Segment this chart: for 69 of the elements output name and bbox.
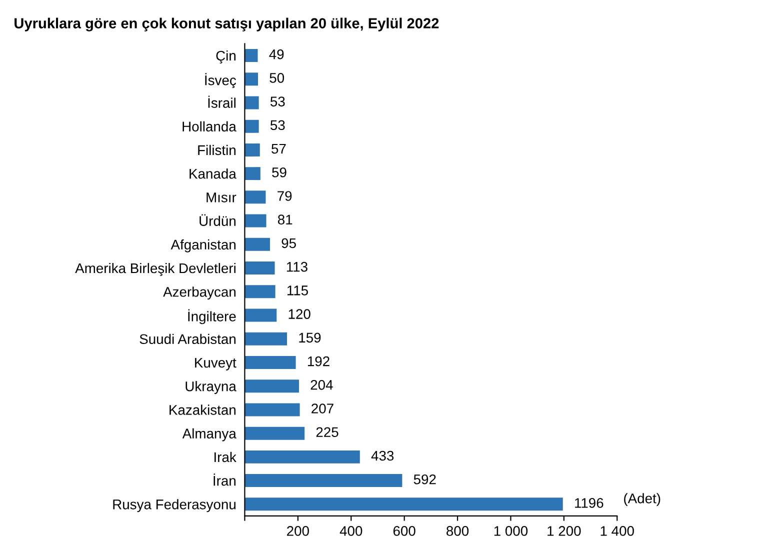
y-tick-label: İsveç xyxy=(205,73,236,88)
data-label: 113 xyxy=(286,262,308,272)
data-label: 592 xyxy=(414,474,436,484)
bar xyxy=(244,403,300,416)
bar xyxy=(244,214,266,228)
data-label: 204 xyxy=(310,380,333,390)
data-label: 81 xyxy=(278,214,292,225)
bar xyxy=(244,450,360,464)
x-tick-label: 1 000 xyxy=(494,526,528,536)
data-label: 95 xyxy=(282,238,296,248)
text: (Adet) xyxy=(624,493,660,506)
y-tick-label: Hollanda xyxy=(182,121,236,132)
data-label: 57 xyxy=(272,144,286,154)
data-label: 207 xyxy=(312,404,334,414)
y-tick-label: Almanya xyxy=(182,428,236,442)
bar xyxy=(244,308,277,322)
data-label: 433 xyxy=(371,450,394,461)
bar xyxy=(244,285,276,298)
y-tick-label: Irak xyxy=(214,452,236,462)
y-tick-label: Ukrayna xyxy=(186,381,236,394)
bar xyxy=(244,190,266,204)
bar xyxy=(244,262,275,275)
y-tick-label: Mısır xyxy=(206,192,236,202)
bar xyxy=(244,72,258,86)
bar xyxy=(244,332,288,346)
bar xyxy=(244,498,563,511)
y-tick-label: Kazakistan xyxy=(170,404,236,415)
bar xyxy=(244,356,296,369)
y-tick-label: Amerika Birleşik Devletleri xyxy=(75,262,236,276)
data-label: 50 xyxy=(270,72,284,83)
chart-title: Uyruklara göre en çok konut satışı yapılan 20 ülke, Eylül 2022 xyxy=(14,18,439,32)
bar xyxy=(244,96,259,110)
bar xyxy=(244,426,305,440)
data-label: 59 xyxy=(272,167,286,178)
y-tick-label: Kanada xyxy=(190,168,236,179)
x-tick-label: 1 200 xyxy=(548,526,581,536)
y-tick-label: Afganistan xyxy=(170,239,236,252)
y-tick-label: İran xyxy=(214,474,236,486)
y-tick-label: Rusya Federasyonu xyxy=(113,499,236,512)
y-tick-label: Azerbaycan xyxy=(163,286,236,300)
data-label: 115 xyxy=(287,286,308,296)
data-label: 53 xyxy=(270,96,285,106)
bar xyxy=(244,474,402,488)
x-tick-label: 200 xyxy=(287,526,309,536)
data-label: 49 xyxy=(269,49,284,60)
y-tick-label: Ürdün xyxy=(200,214,236,226)
bar xyxy=(244,167,260,180)
data-label: 159 xyxy=(299,332,321,343)
bar xyxy=(244,120,259,133)
bar xyxy=(244,238,270,251)
bar xyxy=(244,48,258,62)
bar xyxy=(244,380,299,393)
data-label: 120 xyxy=(288,309,310,319)
y-tick-label: İsrail xyxy=(208,96,236,108)
y-tick-label: Çin xyxy=(216,50,236,64)
x-tick-label: 400 xyxy=(340,526,362,536)
y-tick-label: Kuveyt xyxy=(195,358,236,370)
data-label: 225 xyxy=(316,427,338,438)
data-label: 53 xyxy=(270,120,285,130)
bar xyxy=(244,143,260,156)
data-label: 79 xyxy=(278,191,292,201)
y-tick-label: Filistin xyxy=(198,144,236,156)
x-tick-label: 600 xyxy=(393,526,416,536)
data-label: 192 xyxy=(308,356,330,366)
y-tick-label: İngiltere xyxy=(188,309,236,324)
y-tick-label: Suudi Arabistan xyxy=(140,334,236,344)
data-label: 1196 xyxy=(575,498,604,508)
x-tick-label: 800 xyxy=(446,526,469,536)
x-tick-label: 1 400 xyxy=(600,526,634,536)
